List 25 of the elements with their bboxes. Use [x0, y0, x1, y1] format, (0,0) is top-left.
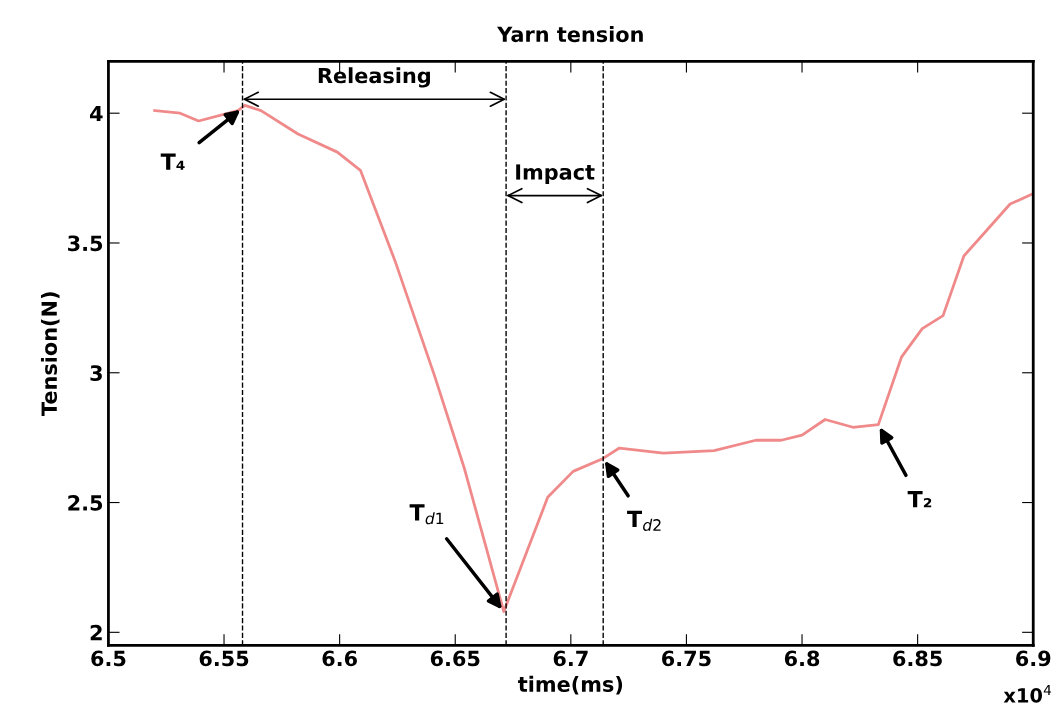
y-tick-label: 3.5 — [68, 235, 103, 252]
x-tick-label: 6.85 — [893, 650, 942, 667]
annotation: T$_{d2}$ — [627, 510, 661, 531]
chart-title: Yarn tension — [497, 26, 643, 43]
line-series — [153, 104, 1034, 613]
annotation: T₂ — [907, 490, 932, 508]
y-axis-title: Tension(N) — [40, 292, 60, 416]
x-tick-label: 6.8 — [784, 650, 820, 667]
annotation: T₄ — [160, 153, 185, 170]
y-tick-label: 4 — [90, 105, 103, 122]
x-tick-label: 6.65 — [430, 650, 480, 667]
x-tick-label: 6.6 — [322, 650, 357, 667]
y-tick-label: 3 — [90, 365, 102, 381]
annotation: Impact — [516, 164, 595, 184]
x-tick-label: 6.75 — [662, 650, 711, 667]
annotation: T$_{d1}$ — [409, 504, 444, 525]
x-axis-title: time(ms) — [518, 675, 623, 695]
y-tick-label: 2.5 — [68, 494, 103, 511]
annotation: Releasing — [318, 67, 430, 88]
x-tick-label: 6.5 — [91, 650, 126, 667]
x-tick-label: 6.7 — [553, 650, 588, 667]
text: x10$^{4}$ — [1003, 685, 1052, 703]
y-tick-label: 2 — [90, 624, 102, 641]
x-tick-label: 6.9 — [1016, 650, 1051, 667]
x-tick-label: 6.55 — [199, 650, 249, 667]
